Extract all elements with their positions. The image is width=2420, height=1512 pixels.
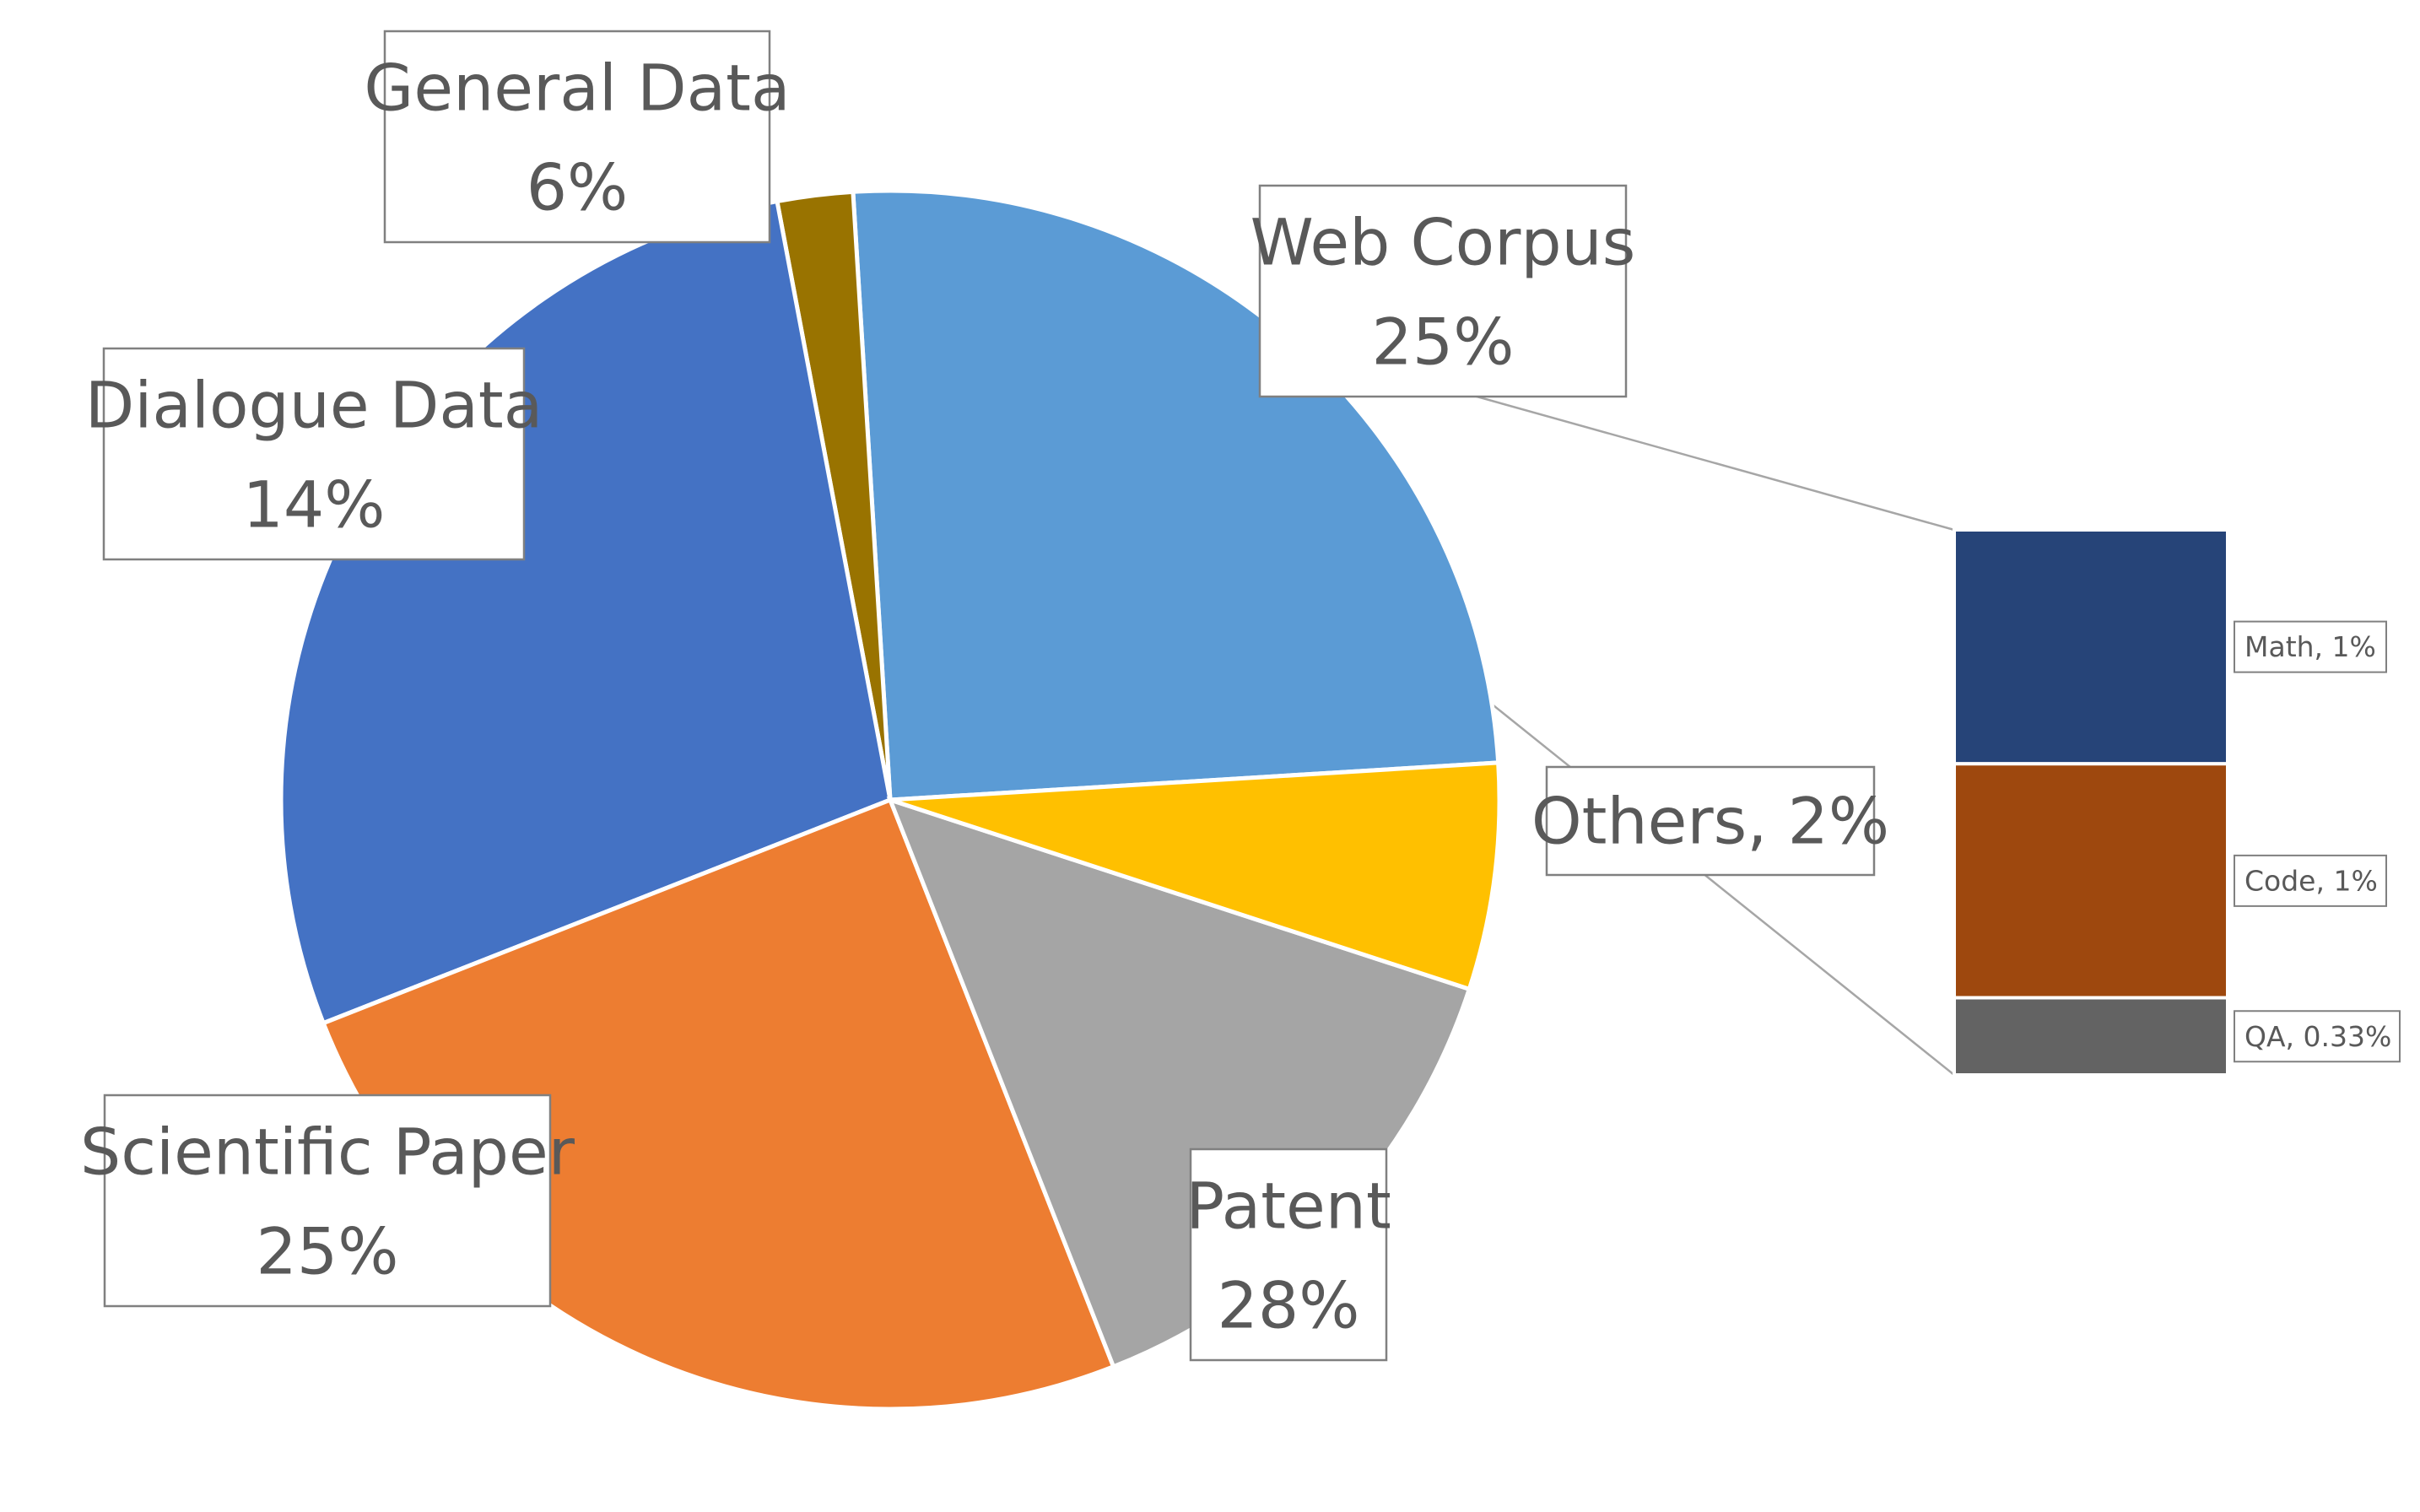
slice-label-patent: Patent 28% (1186, 1148, 1391, 1362)
slice-label-percent: 25% (257, 1214, 399, 1289)
slice-label-name: Patent (1186, 1169, 1391, 1244)
slice-label-scientific-paper: Scientific Paper 25% (80, 1094, 575, 1308)
bar-label-text: QA, 0.33% (2244, 1020, 2391, 1053)
slice-label-box (103, 1094, 552, 1308)
slice-label-web-corpus: Web Corpus 25% (1251, 184, 1636, 398)
slice-label-name: General Data (364, 51, 790, 126)
pie-slice-general-data (889, 760, 1502, 992)
slice-label-dialogue-data: Dialogue Data 14% (85, 347, 543, 561)
bar-label-text: Code, 1% (2244, 864, 2378, 897)
bar-label-box (2234, 620, 2387, 673)
slice-label-general-data: General Data 6% (364, 30, 791, 244)
slice-label-box (102, 347, 526, 561)
bar-label-text: Math, 1% (2244, 630, 2376, 663)
slice-label-box (383, 30, 771, 244)
slice-label-name: Web Corpus (1251, 205, 1636, 280)
slice-label-others: Others, 2% (1531, 765, 1889, 877)
slice-label-box (1545, 765, 1876, 877)
bar-segment-qa (1953, 996, 2229, 1077)
slice-label-percent: 28% (1218, 1268, 1360, 1343)
bar-label-math: Math, 1% (2234, 620, 2387, 673)
bar-segment-code (1953, 762, 2229, 1000)
bar-label-box (2234, 854, 2387, 907)
bar-label-box (2234, 1010, 2401, 1063)
bar-segment-math (1953, 528, 2229, 766)
data-labels: Math, 1% Code, 1% QA, 0.33% Web Corpus 25% Ot… (80, 30, 2401, 1362)
others-breakdown-bar (1953, 528, 2229, 1077)
slice-label-name: Others, 2% (1531, 784, 1889, 859)
slice-label-name: Dialogue Data (85, 368, 543, 443)
slice-label-name: Scientific Paper (80, 1115, 575, 1190)
slice-label-percent: 14% (243, 467, 386, 543)
bar-label-qa: QA, 0.33% (2234, 1010, 2401, 1063)
slice-label-percent: 25% (1372, 305, 1515, 380)
slice-label-percent: 6% (527, 150, 629, 225)
slice-label-box (1258, 184, 1628, 398)
bar-label-code: Code, 1% (2234, 854, 2387, 907)
slice-label-box (1189, 1148, 1388, 1362)
